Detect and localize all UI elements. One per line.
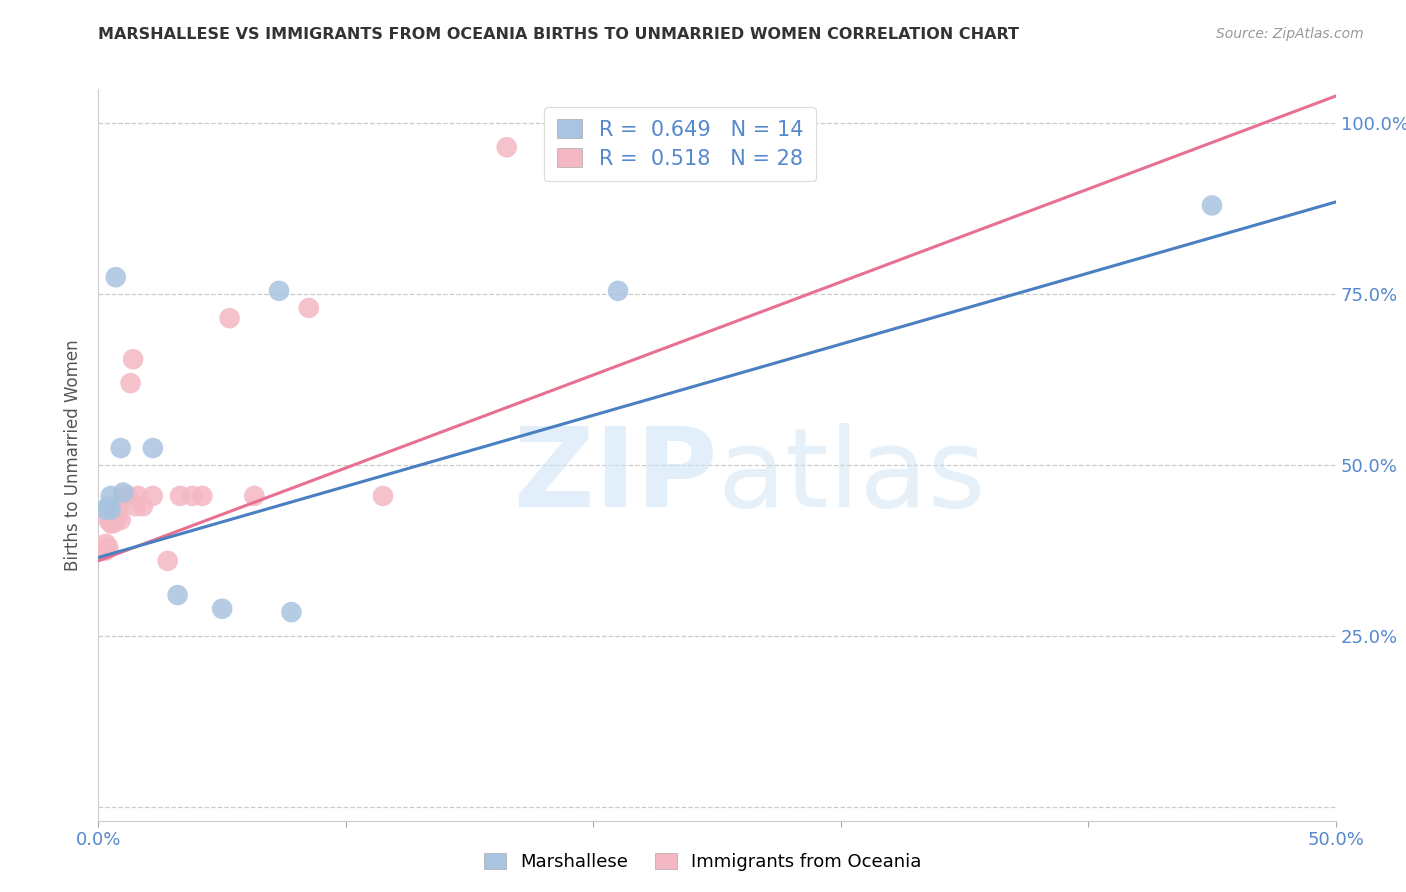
Point <box>1201 198 1223 212</box>
Point <box>94 537 117 551</box>
Point <box>181 489 204 503</box>
Point <box>104 270 127 285</box>
Point <box>142 489 165 503</box>
Point <box>132 499 155 513</box>
Legend: R =  0.649   N = 14, R =  0.518   N = 28: R = 0.649 N = 14, R = 0.518 N = 28 <box>544 107 815 181</box>
Point <box>218 311 240 326</box>
Point <box>298 301 321 315</box>
Point <box>243 489 266 503</box>
Point <box>97 540 120 554</box>
Point <box>191 489 214 503</box>
Point <box>97 513 120 527</box>
Point <box>97 499 120 513</box>
Y-axis label: Births to Unmarried Women: Births to Unmarried Women <box>65 339 83 571</box>
Point <box>280 605 302 619</box>
Point <box>267 284 290 298</box>
Point <box>124 499 146 513</box>
Point <box>107 499 129 513</box>
Point <box>110 513 132 527</box>
Legend: Marshallese, Immigrants from Oceania: Marshallese, Immigrants from Oceania <box>477 846 929 879</box>
Point <box>112 489 135 503</box>
Point <box>103 516 125 531</box>
Point <box>107 506 129 520</box>
Text: Source: ZipAtlas.com: Source: ZipAtlas.com <box>1216 27 1364 41</box>
Point <box>607 284 630 298</box>
Point <box>644 140 666 154</box>
Point <box>169 489 191 503</box>
Point <box>120 376 142 391</box>
Point <box>94 543 117 558</box>
Point <box>100 489 122 503</box>
Text: atlas: atlas <box>717 424 986 531</box>
Text: ZIP: ZIP <box>513 424 717 531</box>
Point <box>166 588 188 602</box>
Point <box>112 485 135 500</box>
Point <box>100 502 122 516</box>
Point <box>156 554 179 568</box>
Point <box>117 489 139 503</box>
Point <box>495 140 517 154</box>
Text: MARSHALLESE VS IMMIGRANTS FROM OCEANIA BIRTHS TO UNMARRIED WOMEN CORRELATION CHA: MARSHALLESE VS IMMIGRANTS FROM OCEANIA B… <box>98 27 1019 42</box>
Point <box>142 441 165 455</box>
Point <box>122 352 145 367</box>
Point <box>100 516 122 531</box>
Point <box>94 502 117 516</box>
Point <box>110 441 132 455</box>
Point <box>127 489 149 503</box>
Point <box>211 601 233 615</box>
Point <box>104 513 127 527</box>
Point <box>371 489 394 503</box>
